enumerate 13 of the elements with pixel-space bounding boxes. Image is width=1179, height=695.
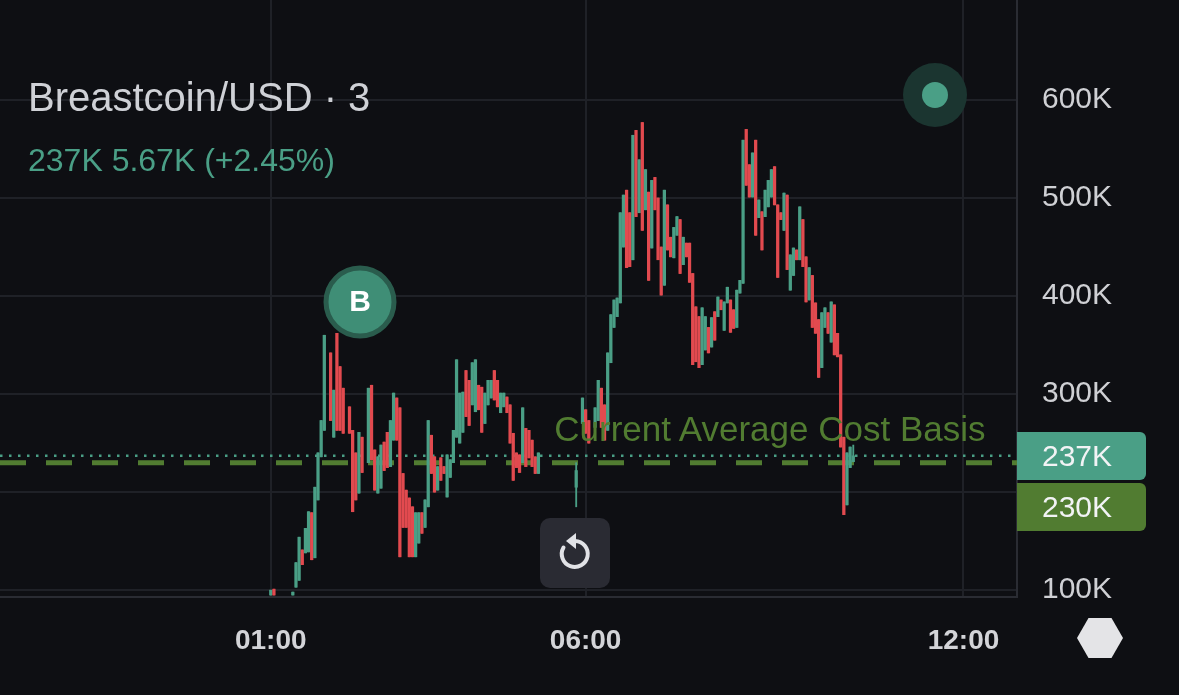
annotation: B xyxy=(349,284,371,318)
text: 237K 5.67K (+2.45%) xyxy=(28,141,335,179)
y-tick-label: 100K xyxy=(1042,571,1113,605)
text: 237K xyxy=(1017,431,1146,480)
y-tick-label: 300K xyxy=(1042,375,1113,409)
y-tick-label: 600K xyxy=(1042,81,1113,115)
x-tick-label: 01:00 xyxy=(234,623,307,655)
text: Breastcoin/USD · 3 xyxy=(28,74,371,120)
x-tick-label: 12:00 xyxy=(927,623,1000,655)
y-tick-label: 400K xyxy=(1042,277,1113,311)
y-tick-label: 500K xyxy=(1042,179,1113,213)
text: 230K xyxy=(1017,482,1146,531)
x-tick-label: 06:00 xyxy=(549,623,622,655)
